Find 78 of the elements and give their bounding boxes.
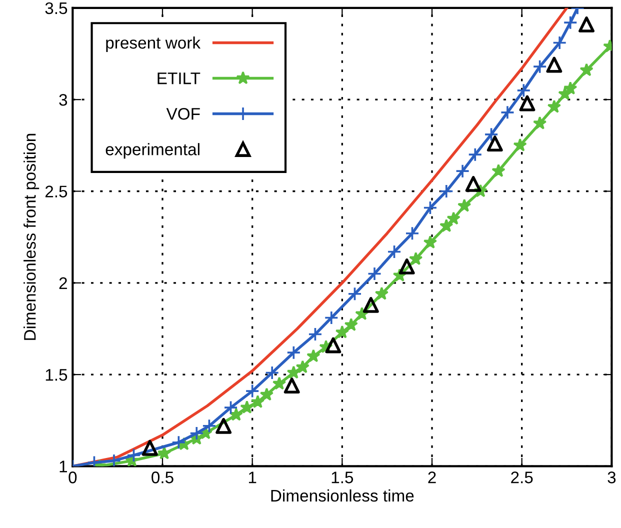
point [423,200,438,215]
point [519,95,536,112]
y-axis-title: Dimensionless front position [24,134,40,340]
point [325,337,342,354]
y-tick-label: 1.5 [46,369,68,381]
point [532,59,547,74]
x-tick-label: 2 [428,472,436,484]
point [324,310,339,325]
point [440,218,454,232]
point [552,36,567,50]
point [405,226,420,241]
point [348,286,362,302]
point [264,366,280,380]
x-tick-label: 0.5 [152,472,174,484]
point [296,360,310,374]
x-tick-label: 1 [248,472,256,484]
point [423,235,438,249]
point [564,81,578,95]
y-tick-label: 2 [59,277,67,289]
point [446,212,460,225]
legend-label: ETILT [158,72,200,84]
legend-label: VOF [166,108,200,120]
point [387,244,402,259]
point [492,164,506,178]
point [240,400,254,414]
point [455,164,470,178]
point [367,266,382,281]
point [580,63,594,76]
point [308,327,322,342]
point [306,349,320,362]
point [532,116,547,130]
x-axis-title: Dimensionless time [271,489,414,502]
point [286,345,301,360]
legend-label: present work [106,36,201,52]
point [439,184,454,198]
y-tick-label: 3.5 [45,2,68,14]
point [189,426,204,440]
point [546,56,562,73]
point [484,127,498,142]
point [486,136,503,152]
point [344,318,358,332]
x-tick-label: 1.5 [332,472,354,484]
point [374,286,389,300]
x-tick-label: 2.5 [511,472,533,484]
point [458,198,472,212]
point [272,376,286,390]
point [465,176,482,192]
point [126,448,141,462]
point [408,252,423,266]
point [516,83,531,98]
point [172,435,186,450]
point [260,388,274,401]
point [362,296,379,313]
y-tick-label: 3 [59,94,68,106]
legend-label: experimental [106,143,200,159]
point [245,384,260,398]
y-tick-label: 1 [60,460,67,472]
point [578,16,595,32]
point [500,105,515,120]
y-tick-label: 2.5 [45,186,68,198]
point [142,440,158,456]
point [157,446,172,460]
point [224,400,238,415]
point [398,258,415,274]
point [547,100,562,113]
point [250,394,265,408]
point [202,418,216,434]
point [106,454,122,466]
x-tick-label: 0 [68,472,77,484]
point [286,366,301,379]
point [216,418,232,434]
point [563,15,578,30]
point [335,325,350,338]
point [468,147,482,162]
point [513,138,527,152]
point [284,378,300,394]
point [229,408,244,421]
x-tick-label: 3 [608,472,616,484]
